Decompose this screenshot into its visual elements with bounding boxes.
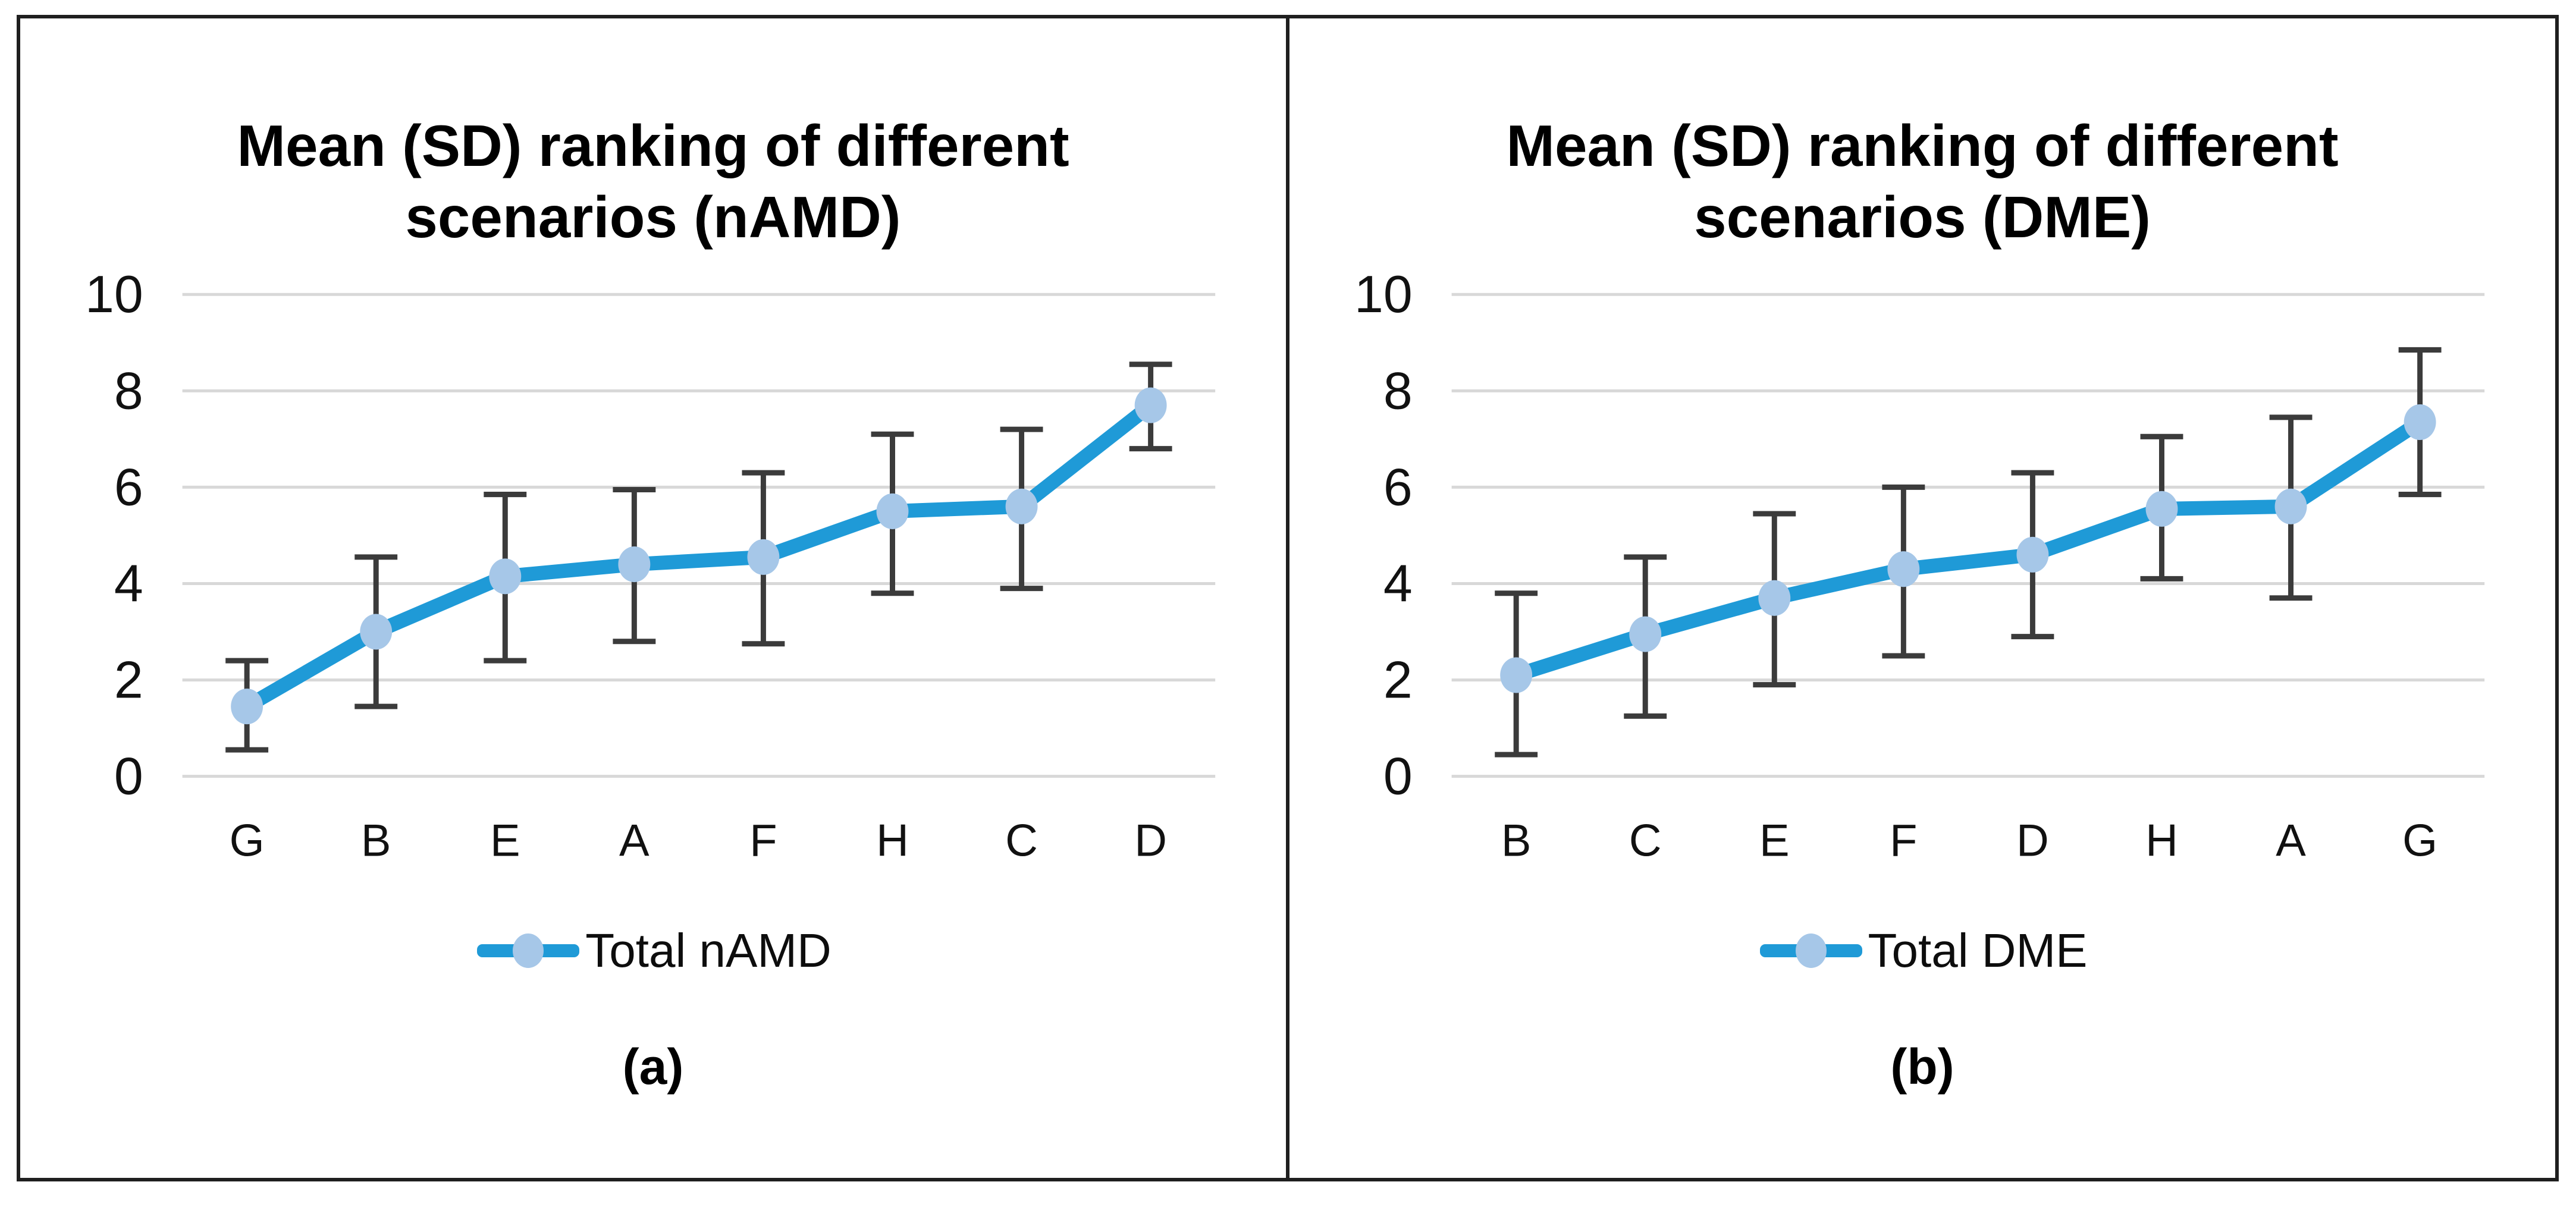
chart-title-b-line2: scenarios (DME) xyxy=(1694,184,2151,250)
panel-caption-a: (a) xyxy=(622,1039,684,1095)
x-axis-label: D xyxy=(2016,816,2049,866)
x-axis-label: A xyxy=(619,816,650,866)
data-point-marker xyxy=(1005,488,1038,524)
series-line xyxy=(1509,414,2427,683)
y-tick-label: 6 xyxy=(1383,457,1413,516)
chart-title-a: Mean (SD) ranking of different scenarios… xyxy=(20,111,1286,253)
data-point-marker xyxy=(618,546,651,583)
data-point-markers xyxy=(1500,404,2436,693)
y-tick-label: 6 xyxy=(114,457,143,516)
y-tick-label: 8 xyxy=(114,361,143,420)
data-point-marker xyxy=(1887,551,1920,587)
x-axis-label: G xyxy=(2402,816,2437,866)
y-tick-label: 2 xyxy=(1383,650,1413,709)
y-tick-label: 0 xyxy=(1383,747,1413,806)
legend-label-b: Total DME xyxy=(1868,924,2088,977)
series-line xyxy=(240,398,1158,714)
x-axis-label: A xyxy=(2276,816,2306,866)
line-chart-dme: 10 8 6 4 2 0 B C E F D H A G xyxy=(1354,265,2485,866)
legend-a: Total nAMD xyxy=(20,923,1286,978)
x-axis-label: C xyxy=(1005,816,1038,866)
x-axis-label: F xyxy=(749,816,777,866)
x-axis-label: B xyxy=(1501,816,1532,866)
x-axis-label: G xyxy=(230,816,265,866)
data-point-marker xyxy=(2145,491,2178,527)
legend-line-marker-icon xyxy=(1759,933,1862,968)
data-point-marker xyxy=(231,689,263,725)
data-point-marker xyxy=(1629,616,1662,652)
gridlines-and-yticks: 10 8 6 4 2 0 xyxy=(85,265,1216,806)
x-axis-label: H xyxy=(876,816,909,866)
legend-line-marker-icon xyxy=(477,933,580,968)
x-axis-label: E xyxy=(490,816,520,866)
data-point-marker xyxy=(2016,536,2049,573)
legend-label-a: Total nAMD xyxy=(585,924,832,977)
data-point-marker xyxy=(360,614,393,650)
chart-panel-b: 10 8 6 4 2 0 B C E F D H A G Mean (SD) ranking of dif… xyxy=(1289,18,2555,1178)
x-axis-label: F xyxy=(1890,816,1917,866)
data-point-marker xyxy=(1134,387,1167,423)
y-tick-label: 8 xyxy=(1383,361,1413,420)
data-point-marker xyxy=(2274,488,2307,524)
data-point-marker xyxy=(876,493,909,529)
data-point-markers xyxy=(231,387,1167,725)
data-point-marker xyxy=(1500,657,1533,693)
chart-title-b-line1: Mean (SD) ranking of different xyxy=(1506,113,2339,178)
chart-title-a-line2: scenarios (nAMD) xyxy=(405,184,901,250)
y-tick-label: 4 xyxy=(114,554,143,612)
data-point-marker xyxy=(1758,580,1791,616)
x-axis-label: B xyxy=(361,816,391,866)
y-tick-label: 0 xyxy=(114,747,143,806)
line-chart-namd: 10 8 6 4 2 0 G B E A F H C D xyxy=(85,265,1216,866)
y-tick-label: 4 xyxy=(1383,554,1413,612)
chart-panel-a: 10 8 6 4 2 0 G B E A F H C D Mean (SD) ranking of dif… xyxy=(20,18,1286,1178)
data-point-marker xyxy=(489,558,522,595)
gridlines-and-yticks: 10 8 6 4 2 0 xyxy=(1354,265,2485,806)
error-bars xyxy=(1495,347,2442,757)
y-tick-label: 2 xyxy=(114,650,143,709)
panel-caption-b: (b) xyxy=(1890,1039,1954,1095)
chart-title-b: Mean (SD) ranking of different scenarios… xyxy=(1289,111,2555,253)
x-axis-label: D xyxy=(1134,816,1167,866)
x-axis-label: H xyxy=(2145,816,2178,866)
panel-divider xyxy=(1286,18,1289,1178)
data-point-marker xyxy=(747,539,780,575)
y-tick-label: 10 xyxy=(1354,265,1413,323)
data-point-marker xyxy=(2404,404,2436,441)
chart-title-a-line1: Mean (SD) ranking of different xyxy=(237,113,1069,178)
legend-b: Total DME xyxy=(1289,923,2555,978)
x-axis-label: E xyxy=(1759,816,1790,866)
y-tick-label: 10 xyxy=(85,265,143,323)
x-axis-label: C xyxy=(1629,816,1662,866)
figure-frame: 10 8 6 4 2 0 G B E A F H C D Mean (SD) ranking of dif… xyxy=(17,15,2559,1181)
